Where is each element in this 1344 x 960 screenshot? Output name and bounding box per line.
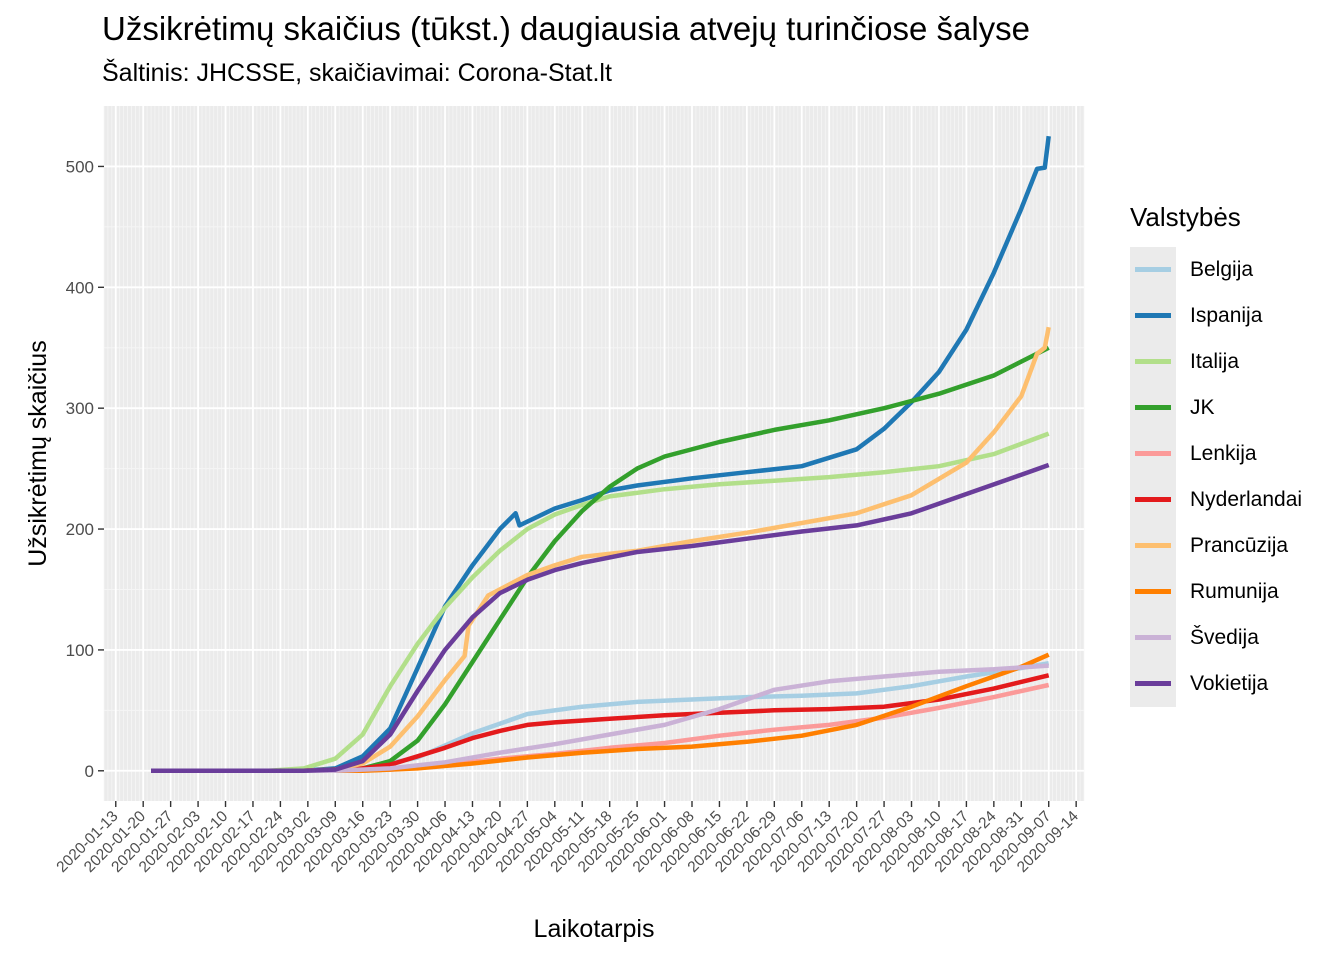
legend-swatch: [1135, 589, 1171, 594]
legend-swatch: [1135, 543, 1171, 548]
legend-label: Prancūzija: [1190, 534, 1289, 557]
series-line-Italija: [151, 431, 1050, 774]
y-tick-label: 300: [66, 399, 94, 418]
legend-label: Vokietija: [1190, 672, 1269, 695]
legend-key: [1130, 385, 1176, 431]
y-tick-label: 500: [66, 157, 94, 176]
series-lines: [151, 135, 1051, 774]
legend-label: JK: [1190, 396, 1215, 419]
legend-swatch: [1135, 359, 1171, 364]
legend-item: Italija: [1130, 339, 1340, 385]
legend-label: Lenkija: [1190, 442, 1257, 465]
series-line-Rumunija: [151, 652, 1050, 774]
legend-swatch: [1135, 681, 1171, 686]
legend-key: [1130, 661, 1176, 707]
legend-key: [1130, 247, 1176, 293]
series-line-Švedija: [151, 663, 1049, 774]
x-axis-label: Laikotarpis: [534, 915, 655, 943]
legend-item: Belgija: [1130, 247, 1340, 293]
legend-key: [1130, 293, 1176, 339]
legend-label: Belgija: [1190, 258, 1254, 281]
y-tick-label: 400: [66, 278, 94, 297]
series-line-Prancūzija: [151, 326, 1051, 774]
y-tick-label: 200: [66, 520, 94, 539]
legend-label: Italija: [1190, 350, 1240, 373]
legend-item: Nyderlandai: [1130, 477, 1340, 523]
legend-swatch: [1135, 635, 1171, 640]
legend-title: Valstybės: [1130, 202, 1241, 232]
series-line-Nyderlandai: [151, 673, 1050, 774]
legend-label: Švedija: [1190, 626, 1259, 649]
legend-key: [1130, 615, 1176, 661]
legend-swatch: [1135, 267, 1171, 272]
series-line-Ispanija: [151, 135, 1051, 774]
legend-key: [1130, 477, 1176, 523]
y-tick-label: 100: [66, 641, 94, 660]
legend-key: [1130, 431, 1176, 477]
legend-item: JK: [1130, 385, 1340, 431]
chart-subtitle: Šaltinis: JHCSSE, skaičiavimai: Corona-S…: [102, 59, 612, 87]
legend-label: Ispanija: [1190, 304, 1263, 327]
legend-item: Prancūzija: [1130, 523, 1340, 569]
legend-label: Rumunija: [1190, 580, 1279, 603]
legend-swatch: [1135, 313, 1171, 318]
series-line-JK: [151, 345, 1050, 774]
legend-key: [1130, 569, 1176, 615]
y-tick-label: 0: [85, 762, 94, 781]
chart-title: Užsikrėtimų skaičius (tūkst.) daugiausia…: [102, 10, 1031, 47]
legend-item: Lenkija: [1130, 431, 1340, 477]
legend-item: Švedija: [1130, 615, 1340, 661]
legend-swatch: [1135, 405, 1171, 410]
y-axis-label: Užsikrėtimų skaičius: [24, 340, 52, 566]
legend-swatch: [1135, 451, 1171, 456]
legend-key: [1130, 339, 1176, 385]
legend-item: Rumunija: [1130, 569, 1340, 615]
legend-label: Nyderlandai: [1190, 488, 1303, 511]
major-grid: [98, 106, 1084, 807]
legend-item: Vokietija: [1130, 661, 1340, 707]
legend-key: [1130, 523, 1176, 569]
legend-swatch: [1135, 497, 1171, 502]
legend-item: Ispanija: [1130, 293, 1340, 339]
series-line-Vokietija: [151, 462, 1050, 774]
